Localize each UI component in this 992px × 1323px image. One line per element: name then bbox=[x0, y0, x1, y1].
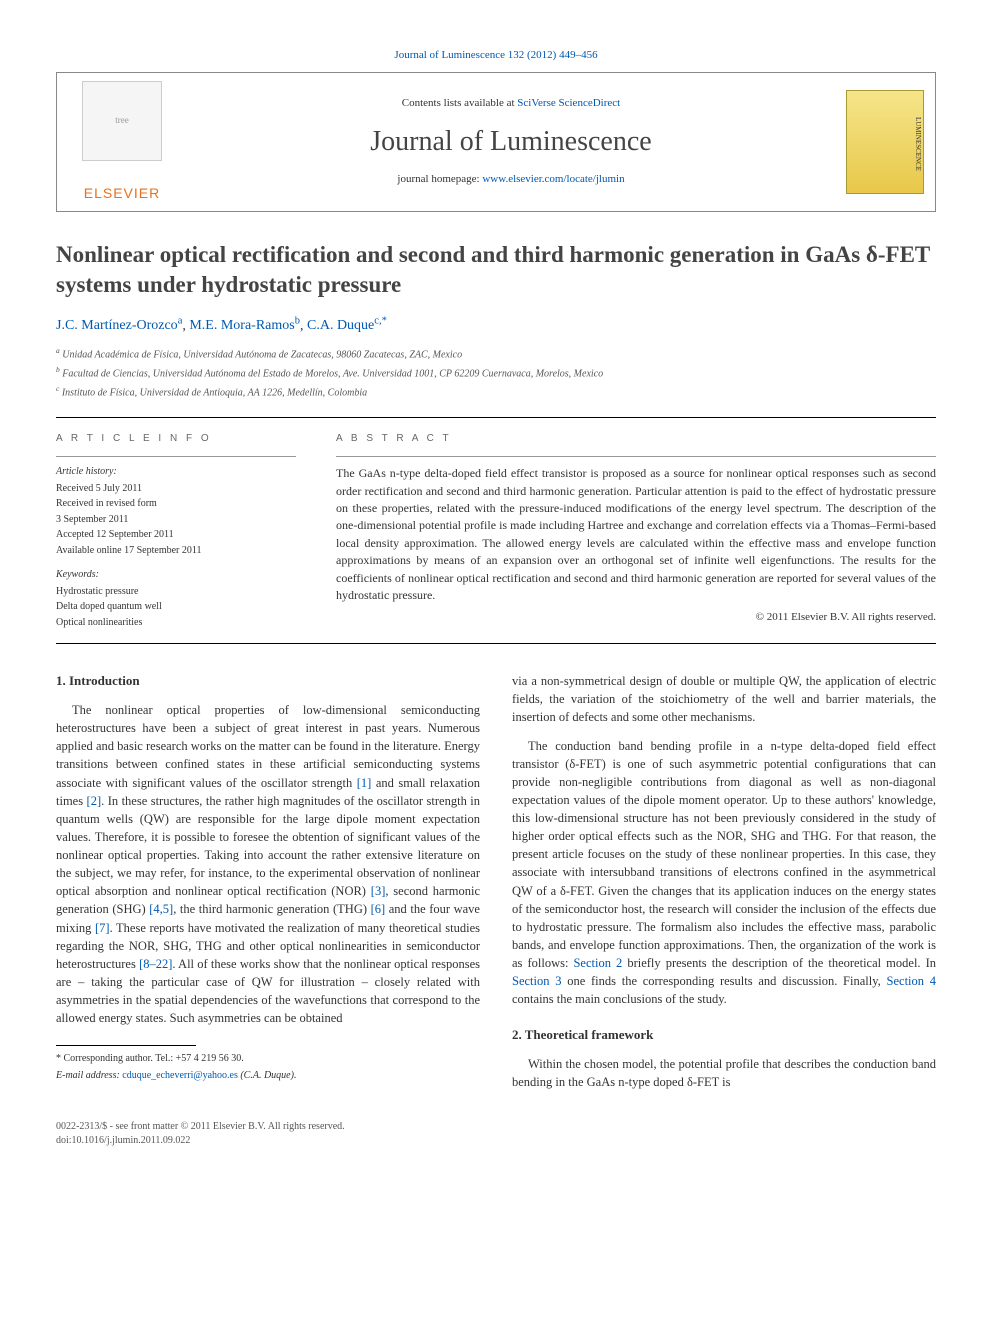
journal-ref-link[interactable]: Journal of Luminescence 132 (2012) 449–4… bbox=[394, 49, 597, 61]
left-column: 1. Introduction The nonlinear optical pr… bbox=[56, 672, 480, 1101]
abstract-copyright: © 2011 Elsevier B.V. All rights reserved… bbox=[336, 610, 936, 626]
contents-line: Contents lists available at SciVerse Sci… bbox=[187, 96, 835, 112]
divider bbox=[56, 456, 296, 457]
citation-link[interactable]: [2] bbox=[87, 794, 102, 808]
body-columns: 1. Introduction The nonlinear optical pr… bbox=[56, 672, 936, 1101]
journal-header: tree ELSEVIER Contents lists available a… bbox=[56, 72, 936, 212]
keyword: Delta doped quantum well bbox=[56, 600, 296, 615]
abstract: A B S T R A C T The GaAs n-type delta-do… bbox=[336, 432, 936, 632]
divider bbox=[56, 643, 936, 644]
citation-link[interactable]: [4,5] bbox=[149, 902, 173, 916]
footer-bar: 0022-2313/$ - see front matter © 2011 El… bbox=[56, 1120, 936, 1148]
email-tail: (C.A. Duque). bbox=[238, 1070, 297, 1081]
publisher-logo-block: tree ELSEVIER bbox=[57, 73, 187, 211]
abstract-heading: A B S T R A C T bbox=[336, 432, 936, 447]
history-line: 3 September 2011 bbox=[56, 513, 296, 528]
paragraph: The nonlinear optical properties of low-… bbox=[56, 701, 480, 1027]
author-link[interactable]: J.C. Martínez-Orozcoa bbox=[56, 318, 182, 333]
affiliation: b Facultad de Ciencias, Universidad Autó… bbox=[56, 364, 936, 381]
elsevier-tree-icon: tree bbox=[82, 81, 162, 161]
affiliation: a Unidad Académica de Física, Universida… bbox=[56, 345, 936, 362]
history-line: Available online 17 September 2011 bbox=[56, 544, 296, 559]
history-line: Accepted 12 September 2011 bbox=[56, 528, 296, 543]
citation-link[interactable]: [7] bbox=[95, 921, 110, 935]
journal-cover-icon: LUMINESCENCE bbox=[846, 90, 924, 194]
journal-header-center: Contents lists available at SciVerse Sci… bbox=[187, 73, 835, 211]
corresponding-author: * Corresponding author. Tel.: +57 4 219 … bbox=[56, 1052, 480, 1067]
author-link[interactable]: C.A. Duquec,* bbox=[307, 318, 387, 333]
cover-thumb-block: LUMINESCENCE bbox=[835, 73, 935, 211]
section-link[interactable]: Section 4 bbox=[887, 974, 936, 988]
citation-link[interactable]: [6] bbox=[371, 902, 386, 916]
paragraph: via a non-symmetrical design of double o… bbox=[512, 672, 936, 726]
email-label: E-mail address: bbox=[56, 1070, 122, 1081]
author-list: J.C. Martínez-Orozcoa, M.E. Mora-Ramosb,… bbox=[56, 314, 936, 337]
homepage-line: journal homepage: www.elsevier.com/locat… bbox=[187, 172, 835, 188]
divider bbox=[56, 417, 936, 418]
issn-line: 0022-2313/$ - see front matter © 2011 El… bbox=[56, 1120, 936, 1134]
section-heading: 2. Theoretical framework bbox=[512, 1026, 936, 1045]
abstract-text: The GaAs n-type delta-doped field effect… bbox=[336, 465, 936, 604]
right-column: via a non-symmetrical design of double o… bbox=[512, 672, 936, 1101]
email-link[interactable]: cduque_echeverri@yahoo.es bbox=[122, 1070, 238, 1081]
doi-line: doi:10.1016/j.jlumin.2011.09.022 bbox=[56, 1134, 936, 1148]
author-link[interactable]: M.E. Mora-Ramosb bbox=[189, 318, 300, 333]
history-line: Received 5 July 2011 bbox=[56, 482, 296, 497]
citation-link[interactable]: [8–22] bbox=[139, 957, 172, 971]
citation-link[interactable]: [1] bbox=[357, 776, 372, 790]
homepage-link[interactable]: www.elsevier.com/locate/jlumin bbox=[482, 173, 624, 185]
keyword: Optical nonlinearities bbox=[56, 616, 296, 631]
paragraph: Within the chosen model, the potential p… bbox=[512, 1055, 936, 1091]
article-info: A R T I C L E I N F O Article history: R… bbox=[56, 432, 296, 632]
journal-title: Journal of Luminescence bbox=[187, 122, 835, 163]
sciencedirect-link[interactable]: SciVerse ScienceDirect bbox=[517, 97, 620, 109]
history-line: Received in revised form bbox=[56, 497, 296, 512]
section-link[interactable]: Section 2 bbox=[573, 956, 622, 970]
keyword: Hydrostatic pressure bbox=[56, 585, 296, 600]
homepage-prefix: journal homepage: bbox=[397, 173, 482, 185]
contents-prefix: Contents lists available at bbox=[402, 97, 517, 109]
elsevier-wordmark: ELSEVIER bbox=[84, 183, 160, 203]
info-abstract-row: A R T I C L E I N F O Article history: R… bbox=[56, 432, 936, 632]
affiliation: c Instituto de Física, Universidad de An… bbox=[56, 383, 936, 400]
section-heading: 1. Introduction bbox=[56, 672, 480, 691]
article-title: Nonlinear optical rectification and seco… bbox=[56, 240, 936, 300]
history-head: Article history: bbox=[56, 465, 296, 480]
email-line: E-mail address: cduque_echeverri@yahoo.e… bbox=[56, 1069, 480, 1084]
citation-link[interactable]: [3] bbox=[371, 884, 386, 898]
divider bbox=[336, 456, 936, 457]
divider bbox=[56, 1045, 196, 1046]
paragraph: The conduction band bending profile in a… bbox=[512, 737, 936, 1009]
keywords-head: Keywords: bbox=[56, 568, 296, 583]
article-info-heading: A R T I C L E I N F O bbox=[56, 432, 296, 447]
section-link[interactable]: Section 3 bbox=[512, 974, 561, 988]
journal-reference: Journal of Luminescence 132 (2012) 449–4… bbox=[56, 48, 936, 64]
